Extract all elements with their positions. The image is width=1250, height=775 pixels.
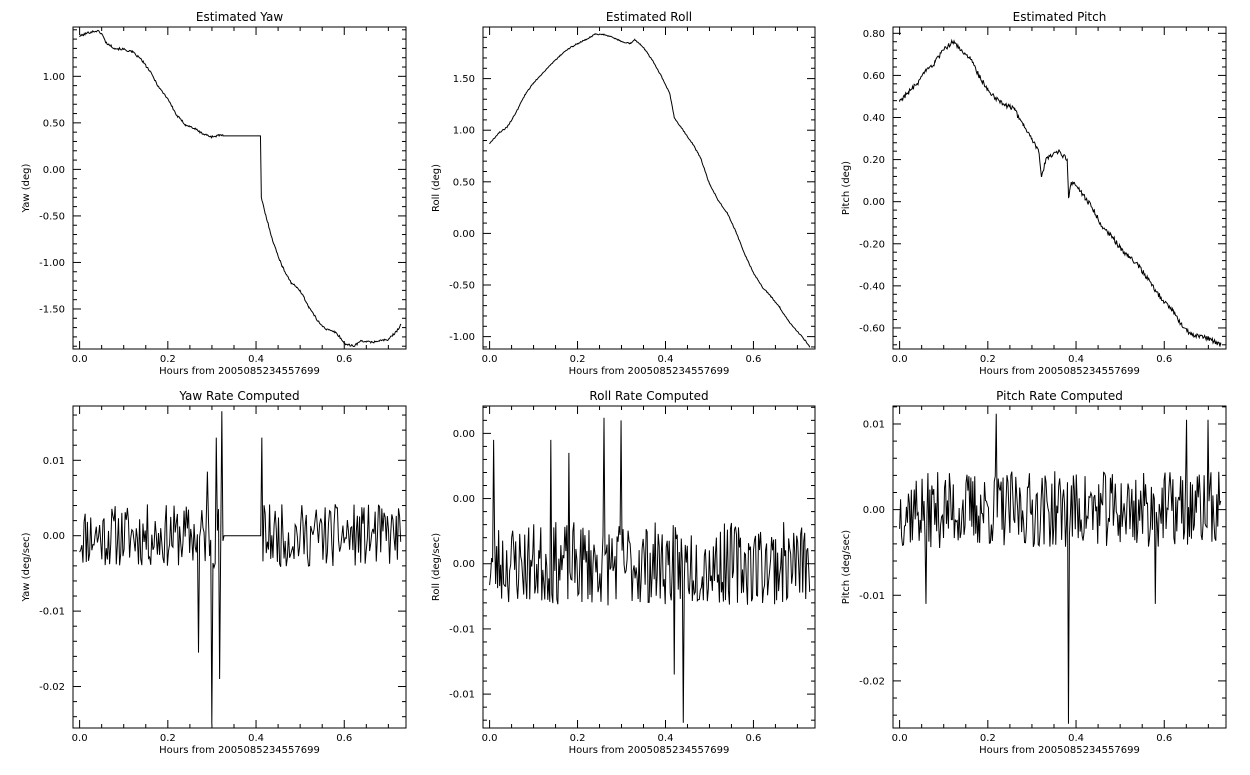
pitch-rate-y-tick-label: -0.02	[859, 676, 885, 687]
pitch-y-tick-label: -0.20	[859, 239, 885, 250]
yaw-y-tick-label: -1.50	[39, 304, 65, 315]
roll-rate-y-tick-label: 0.00	[453, 559, 475, 570]
pitch-rate-y-axis-label: Pitch (deg/sec)	[841, 530, 852, 605]
pitch-title: Estimated Pitch	[1013, 10, 1107, 24]
pitch-rate-series-line	[899, 413, 1222, 724]
panel-yaw: Estimated Yaw 0.0 0.2 0.4 0.6 -1.50 -1.00 -0.50…	[21, 10, 407, 377]
roll-rate-y-tick-label: 0.00	[453, 429, 475, 440]
roll-x-tick-label: 0.6	[745, 354, 761, 365]
roll-rate-y-tick-label: -0.01	[449, 624, 475, 635]
yaw-y-tick-label: 1.00	[43, 72, 65, 83]
yaw-rate-series-line	[79, 411, 402, 725]
pitch-series-line	[899, 38, 1222, 347]
pitch-y-tick-label: 0.80	[863, 29, 885, 40]
pitch-x-tick-label: 0.0	[892, 354, 908, 365]
yaw-rate-title: Yaw Rate Computed	[178, 389, 299, 403]
yaw-y-tick-label: 0.00	[43, 165, 65, 176]
pitch-x-tick-label: 0.2	[980, 354, 996, 365]
roll-rate-x-axis-label: Hours from 2005085234557699	[569, 745, 730, 756]
pitch-x-tick-label: 0.6	[1156, 354, 1172, 365]
roll-x-tick-label: 0.4	[658, 354, 674, 365]
panel-yaw-rate: Yaw Rate Computed 0.0 0.2 0.4 0.6 -0.02 -0.01 0…	[21, 389, 407, 756]
roll-rate-y-tick-label: 0.00	[453, 494, 475, 505]
yaw-rate-plot-frame	[72, 405, 407, 729]
pitch-rate-x-tick-label: 0.4	[1068, 733, 1084, 744]
yaw-y-tick-label: 0.50	[43, 118, 65, 129]
roll-rate-y-axis-label: Roll (deg/sec)	[431, 533, 442, 601]
yaw-x-tick-label: 0.0	[72, 354, 88, 365]
roll-rate-title: Roll Rate Computed	[589, 389, 708, 403]
pitch-rate-y-tick-label: 0.00	[863, 505, 885, 516]
pitch-rate-y-tick-label: -0.01	[859, 591, 885, 602]
yaw-rate-y-tick-label: 0.00	[43, 531, 65, 542]
yaw-rate-x-axis-label: Hours from 2005085234557699	[159, 745, 320, 756]
yaw-title: Estimated Yaw	[196, 10, 283, 24]
pitch-x-tick-label: 0.4	[1068, 354, 1084, 365]
pitch-rate-x-tick-label: 0.6	[1156, 733, 1172, 744]
roll-x-tick-label: 0.0	[482, 354, 498, 365]
pitch-rate-y-tick-label: 0.01	[863, 419, 885, 430]
yaw-y-tick-label: -0.50	[39, 211, 65, 222]
yaw-x-tick-label: 0.2	[160, 354, 176, 365]
roll-y-axis-label: Roll (deg)	[431, 164, 442, 212]
roll-rate-x-tick-label: 0.0	[482, 733, 498, 744]
panel-roll-rate: Roll Rate Computed 0.0 0.2 0.4 0.6 -0.01 -0.01…	[431, 389, 816, 756]
pitch-y-axis-label: Pitch (deg)	[841, 161, 852, 215]
yaw-rate-y-tick-label: -0.01	[39, 607, 65, 618]
roll-y-tick-label: -0.50	[449, 281, 475, 292]
yaw-y-tick-label: -1.00	[39, 258, 65, 269]
yaw-x-tick-label: 0.6	[336, 354, 352, 365]
yaw-y-axis-label: Yaw (deg)	[21, 163, 32, 213]
roll-y-tick-label: 1.00	[453, 126, 475, 137]
panel-pitch-rate: Pitch Rate Computed 0.0 0.2 0.4 0.6 -0.02 -0.0…	[841, 389, 1227, 756]
pitch-y-tick-label: 0.00	[863, 197, 885, 208]
pitch-x-axis-label: Hours from 2005085234557699	[979, 366, 1140, 377]
roll-rate-x-tick-label: 0.6	[745, 733, 761, 744]
pitch-y-tick-label: -0.40	[859, 281, 885, 292]
roll-y-tick-label: 0.00	[453, 229, 475, 240]
yaw-x-tick-label: 0.4	[248, 354, 264, 365]
yaw-rate-y-tick-label: 0.01	[43, 456, 65, 467]
pitch-rate-plot-frame	[892, 405, 1227, 729]
pitch-rate-x-axis-label: Hours from 2005085234557699	[979, 745, 1140, 756]
yaw-rate-x-tick-label: 0.2	[160, 733, 176, 744]
pitch-y-tick-label: 0.20	[863, 155, 885, 166]
panel-roll: Estimated Roll 0.0 0.2 0.4 0.6 -1.00 -0.50 0.00…	[431, 10, 816, 377]
pitch-rate-x-tick-label: 0.2	[980, 733, 996, 744]
roll-y-tick-label: -1.00	[449, 332, 475, 343]
roll-y-tick-label: 0.50	[453, 177, 475, 188]
pitch-rate-x-tick-label: 0.0	[892, 733, 908, 744]
roll-x-tick-label: 0.2	[570, 354, 586, 365]
panel-pitch: Estimated Pitch 0.0 0.2 0.4 0.6 -0.60 -0.40 -0.…	[841, 10, 1227, 377]
roll-rate-series-line	[489, 417, 811, 723]
yaw-rate-x-tick-label: 0.6	[336, 733, 352, 744]
roll-rate-x-tick-label: 0.2	[570, 733, 586, 744]
yaw-rate-y-tick-label: -0.02	[39, 682, 65, 693]
roll-x-axis-label: Hours from 2005085234557699	[569, 366, 730, 377]
roll-rate-x-tick-label: 0.4	[658, 733, 674, 744]
yaw-rate-x-tick-label: 0.4	[248, 733, 264, 744]
roll-rate-plot-frame	[482, 405, 816, 729]
pitch-y-tick-label: -0.60	[859, 323, 885, 334]
pitch-y-tick-label: 0.60	[863, 71, 885, 82]
yaw-rate-x-tick-label: 0.0	[72, 733, 88, 744]
roll-plot-frame	[482, 26, 816, 350]
roll-y-tick-label: 1.50	[453, 74, 475, 85]
yaw-rate-y-axis-label: Yaw (deg/sec)	[21, 532, 32, 602]
yaw-series-line	[79, 29, 402, 348]
roll-rate-y-tick-label: -0.01	[449, 690, 475, 701]
yaw-x-axis-label: Hours from 2005085234557699	[159, 366, 320, 377]
pitch-plot-frame	[892, 26, 1227, 350]
roll-series-line	[489, 32, 811, 348]
pitch-rate-title: Pitch Rate Computed	[996, 389, 1123, 403]
pitch-y-tick-label: 0.40	[863, 113, 885, 124]
roll-title: Estimated Roll	[606, 10, 692, 24]
